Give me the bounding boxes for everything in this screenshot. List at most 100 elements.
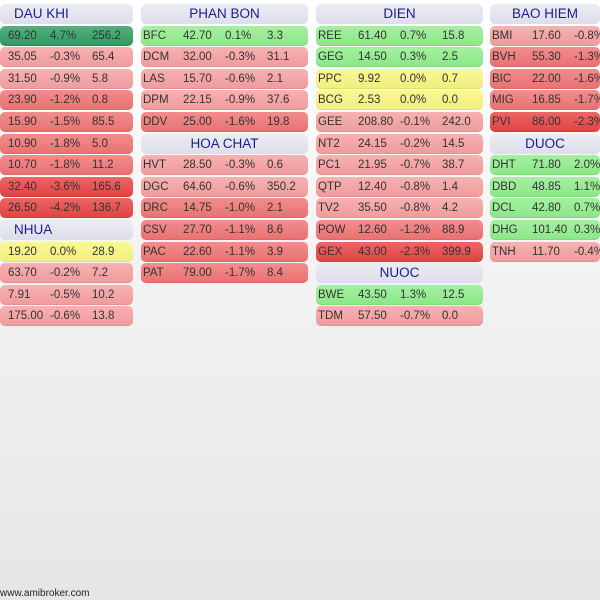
ticker: GEX	[318, 245, 343, 258]
price: 27.70	[183, 223, 212, 236]
price: 48.85	[532, 180, 561, 193]
stock-row[interactable]: DCL 42.80 0.7%	[490, 198, 600, 219]
volume: 0.6	[267, 159, 283, 172]
stock-row[interactable]: PC1 21.95 -0.7% 38.7	[316, 155, 483, 176]
change-percent: -1.7%	[574, 94, 600, 107]
stock-row[interactable]: 15.90 -1.5% 85.5	[0, 111, 133, 132]
stock-row[interactable]: BIC 22.00 -1.6%	[490, 68, 600, 89]
change-percent: -1.8%	[50, 159, 81, 172]
change-percent: 0.7%	[400, 29, 427, 42]
stock-row[interactable]: DBD 48.85 1.1%	[490, 176, 600, 197]
stock-row[interactable]: DRC 14.75 -1.0% 2.1	[141, 198, 308, 219]
ticker: BVH	[492, 51, 516, 64]
stock-row[interactable]: 23.90 -1.2% 0.8	[0, 90, 133, 111]
sector-header[interactable]: DUOC	[490, 133, 600, 154]
stock-row[interactable]: BCG 2.53 0.0% 0.0	[316, 90, 483, 111]
change-percent: -0.6%	[225, 180, 256, 193]
stock-row[interactable]: 31.50 -0.9% 5.8	[0, 68, 133, 89]
price: 43.00	[358, 245, 387, 258]
volume: 88.9	[442, 223, 465, 236]
stock-row[interactable]: DGC 64.60 -0.6% 350.2	[141, 176, 308, 197]
stock-row[interactable]: BFC 42.70 0.1% 3.3	[141, 25, 308, 46]
price: 64.60	[183, 180, 212, 193]
ticker: DBD	[492, 180, 517, 193]
stock-row[interactable]: GEE 208.80 -0.1% 242.0	[316, 111, 483, 132]
price: 10.70	[8, 159, 37, 172]
ticker: PC1	[318, 159, 341, 172]
sector-header[interactable]: NHUA	[0, 219, 133, 240]
stock-row[interactable]: NT2 24.15 -0.2% 14.5	[316, 133, 483, 154]
ticker: PPC	[318, 72, 342, 85]
stock-row[interactable]: MIG 16.85 -1.7%	[490, 90, 600, 111]
sector-header[interactable]: DAU KHI	[0, 4, 133, 24]
price: 25.00	[183, 115, 212, 128]
sector-header[interactable]: DIEN	[316, 4, 483, 24]
stock-row[interactable]: PAT 79.00 -1.7% 8.4	[141, 263, 308, 284]
stock-row[interactable]: PAC 22.60 -1.1% 3.9	[141, 241, 308, 262]
ticker: HVT	[143, 159, 166, 172]
price: 26.50	[8, 202, 37, 215]
stock-row[interactable]: PVI 86.00 -2.3%	[490, 111, 600, 132]
price: 11.70	[532, 245, 560, 258]
stock-row[interactable]: GEG 14.50 0.3% 2.5	[316, 47, 483, 68]
stock-row[interactable]: BWE 43.50 1.3% 12.5	[316, 284, 483, 305]
stock-row[interactable]: DCM 32.00 -0.3% 31.1	[141, 47, 308, 68]
stock-row[interactable]: DHG 101.40 0.3%	[490, 219, 600, 240]
stock-row[interactable]: TDM 57.50 -0.7% 0.0	[316, 306, 483, 327]
change-percent: -0.7%	[400, 159, 431, 172]
sector-header[interactable]: HOA CHAT	[141, 133, 308, 154]
stock-row[interactable]: POW 12.60 -1.2% 88.9	[316, 219, 483, 240]
stock-row[interactable]: REE 61.40 0.7% 15.8	[316, 25, 483, 46]
stock-row[interactable]: 69.20 4.7% 256.2	[0, 25, 133, 46]
stock-row[interactable]: DHT 71.80 2.0%	[490, 155, 600, 176]
change-percent: 0.3%	[574, 223, 600, 236]
stock-row[interactable]: 19.20 0.0% 28.9	[0, 241, 133, 262]
stock-row[interactable]: 175.00 -0.6% 13.8	[0, 306, 133, 327]
sector-column: BAO HIEM BMI 17.60 -0.8% BVH 55.30 -1.3% BIC 22.…	[490, 4, 600, 263]
stock-row[interactable]: 10.70 -1.8% 11.2	[0, 155, 133, 176]
stock-row[interactable]: 63.70 -0.2% 7.2	[0, 263, 133, 284]
sector-header[interactable]: NUOC	[316, 263, 483, 284]
price: 32.40	[8, 180, 37, 193]
ticker: BWE	[318, 288, 345, 301]
price: 21.95	[358, 159, 387, 172]
price: 43.50	[358, 288, 387, 301]
change-percent: -0.8%	[400, 202, 431, 215]
ticker: LAS	[143, 72, 165, 85]
change-percent: -0.7%	[400, 310, 431, 323]
ticker: DHG	[492, 223, 518, 236]
price: 16.85	[532, 94, 561, 107]
stock-row[interactable]: DDV 25.00 -1.6% 19.8	[141, 111, 308, 132]
ticker: TNH	[492, 245, 516, 258]
stock-row[interactable]: HVT 28.50 -0.3% 0.6	[141, 155, 308, 176]
stock-row[interactable]: BMI 17.60 -0.8%	[490, 25, 600, 46]
stock-row[interactable]: BVH 55.30 -1.3%	[490, 47, 600, 68]
stock-row[interactable]: 32.40 -3.6% 165.6	[0, 176, 133, 197]
price: 86.00	[532, 115, 561, 128]
stock-row[interactable]: CSV 27.70 -1.1% 8.6	[141, 219, 308, 240]
volume: 4.2	[442, 202, 458, 215]
stock-row[interactable]: 35.05 -0.3% 65.4	[0, 47, 133, 68]
stock-row[interactable]: LAS 15.70 -0.6% 2.1	[141, 68, 308, 89]
ticker: DRC	[143, 202, 168, 215]
ticker: GEG	[318, 51, 344, 64]
volume: 7.2	[92, 267, 108, 280]
volume: 3.9	[267, 245, 283, 258]
change-percent: -1.2%	[50, 94, 81, 107]
stock-row[interactable]: GEX 43.00 -2.3% 399.9	[316, 241, 483, 262]
stock-row[interactable]: 7.91 -0.5% 10.2	[0, 284, 133, 305]
volume: 12.5	[442, 288, 465, 301]
stock-row[interactable]: DPM 22.15 -0.9% 37.6	[141, 90, 308, 111]
ticker: BMI	[492, 29, 513, 42]
stock-row[interactable]: 10.90 -1.8% 5.0	[0, 133, 133, 154]
stock-row[interactable]: 26.50 -4.2% 136.7	[0, 198, 133, 219]
stock-row[interactable]: PPC 9.92 0.0% 0.7	[316, 68, 483, 89]
stock-row[interactable]: TNH 11.70 -0.4%	[490, 241, 600, 262]
volume: 37.6	[267, 94, 290, 107]
sector-header[interactable]: PHAN BON	[141, 4, 308, 24]
change-percent: -1.7%	[225, 267, 256, 280]
volume: 256.2	[92, 29, 121, 42]
stock-row[interactable]: QTP 12.40 -0.8% 1.4	[316, 176, 483, 197]
sector-header[interactable]: BAO HIEM	[490, 4, 600, 24]
stock-row[interactable]: TV2 35.50 -0.8% 4.2	[316, 198, 483, 219]
